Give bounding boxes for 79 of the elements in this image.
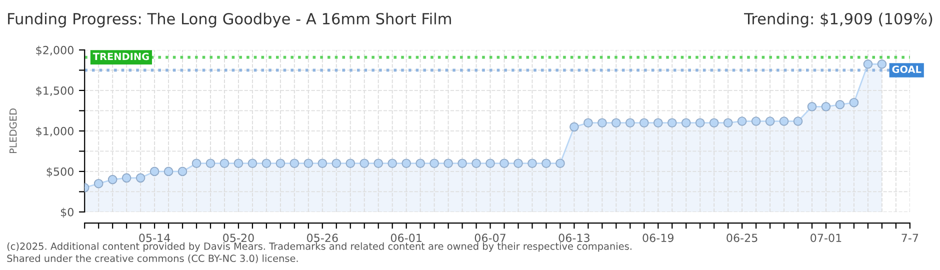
point	[276, 158, 286, 168]
point	[332, 158, 342, 168]
point	[849, 98, 859, 108]
point	[262, 158, 272, 168]
point	[416, 158, 425, 168]
point	[723, 118, 733, 128]
point	[164, 166, 174, 176]
text: (c)2025. Additional content provided by Davis Mears. Trademarks and related content are owned by their respective companies.	[7, 242, 632, 252]
point	[500, 158, 509, 168]
y-tick-label: $0	[60, 208, 74, 218]
point	[472, 158, 481, 168]
point	[346, 158, 356, 168]
point	[122, 173, 132, 183]
x-tick-label: 7-7	[902, 234, 918, 242]
point	[584, 118, 593, 128]
point	[136, 173, 146, 183]
point	[821, 102, 831, 112]
point	[150, 166, 160, 176]
ref-line-label: TRENDING	[92, 52, 149, 60]
point	[779, 116, 789, 126]
point	[458, 158, 467, 168]
point	[835, 100, 845, 110]
point	[695, 118, 705, 128]
point	[570, 122, 579, 132]
point	[304, 158, 314, 168]
point	[626, 118, 635, 128]
x-tick-label: 07-01	[810, 234, 842, 242]
point	[681, 118, 691, 128]
point	[178, 166, 188, 176]
x-tick-label: 06-07	[474, 234, 506, 242]
point	[793, 116, 803, 126]
y-tick-label: $1,000	[36, 126, 74, 137]
y-tick-label: $1,500	[36, 86, 74, 96]
point	[653, 118, 663, 128]
point	[486, 158, 495, 168]
point	[598, 118, 607, 128]
point	[528, 158, 537, 168]
point	[206, 158, 216, 168]
point	[360, 158, 370, 168]
point	[514, 158, 523, 168]
y-axis-title: PLEDGED	[9, 108, 17, 154]
point	[863, 59, 873, 69]
point	[234, 158, 244, 168]
point	[108, 174, 118, 184]
point	[612, 118, 621, 128]
x-tick-label: 05-14	[139, 234, 170, 242]
point	[248, 158, 258, 168]
x-tick-label: 05-26	[306, 234, 338, 242]
text: Shared under the creative commons (CC BY-NC 3.0) license.	[7, 254, 298, 264]
y-tick-label: $2,000	[36, 46, 74, 56]
point	[751, 116, 761, 126]
chart-title: Funding Progress: The Long Goodbye - A 16mm Short Film	[8, 12, 451, 28]
x-tick-label: 06-13	[558, 234, 590, 242]
point	[556, 158, 565, 168]
x-tick-label: 06-01	[390, 234, 422, 242]
point	[667, 118, 677, 128]
point	[639, 118, 649, 128]
point	[290, 158, 300, 168]
point	[318, 158, 328, 168]
x-tick-label: 06-19	[642, 234, 674, 242]
point	[807, 102, 817, 112]
point	[374, 158, 384, 168]
point	[737, 116, 747, 126]
point	[542, 158, 551, 168]
point	[388, 158, 397, 168]
point	[877, 59, 887, 69]
point	[220, 158, 230, 168]
x-tick-label: 06-25	[726, 234, 758, 242]
point	[430, 158, 439, 168]
y-tick-label: $500	[46, 167, 74, 178]
point	[94, 178, 104, 188]
point	[709, 118, 719, 128]
chart-subtitle: Trending: $1,909 (109%)	[744, 12, 932, 28]
ref-line-label: GOAL	[892, 66, 922, 74]
point	[192, 158, 202, 168]
x-tick-label: 05-20	[223, 234, 254, 242]
point	[444, 158, 453, 168]
point	[402, 158, 411, 168]
point	[765, 116, 775, 126]
